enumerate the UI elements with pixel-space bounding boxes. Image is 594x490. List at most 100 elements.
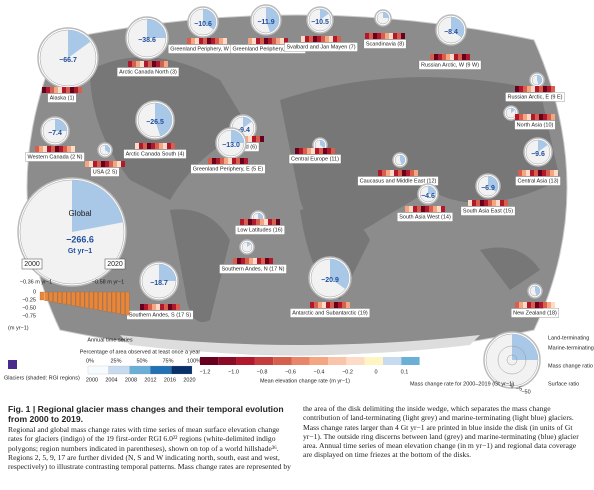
elevation-tick: −1.0 <box>228 369 239 375</box>
disk-wedge <box>159 264 176 281</box>
disk-wedge <box>68 30 91 58</box>
frieze-cell <box>327 148 331 154</box>
frieze-cell <box>78 87 82 93</box>
frieze-cell <box>317 36 321 42</box>
global-rate-end: −0.58 m yr−1 <box>92 279 124 285</box>
disk-wedge <box>330 259 350 290</box>
elevation-title: Mean elevation change rate (m yr−1) <box>260 378 350 384</box>
frieze-cell <box>46 87 50 93</box>
frieze-cell <box>441 206 445 212</box>
elevation-swatch <box>401 357 420 365</box>
frieze-cell <box>121 161 125 167</box>
region-label: USA (2 S) <box>93 169 118 175</box>
frieze-cell <box>378 170 382 176</box>
frieze-cell <box>176 304 180 310</box>
frieze-cell <box>168 304 172 310</box>
glacier-legend: Glaciers (shaded: RGI regions) <box>4 375 80 381</box>
coverage-year: 2020 <box>183 377 195 383</box>
frieze-cell <box>535 114 539 120</box>
caption-title: Fig. 1 | Regional glacier mass changes a… <box>8 404 284 424</box>
coverage-year: 2000 <box>86 377 98 383</box>
mass-value: −8.4 <box>444 29 458 36</box>
region-label: Svalbard and Jan Mayen (7) <box>286 44 355 50</box>
series-bar <box>116 291 121 314</box>
frieze-cell <box>417 206 421 212</box>
frieze-cell <box>385 33 389 39</box>
frieze-cell <box>401 33 405 39</box>
region-label: Southern Andes, N (17 N) <box>222 266 285 272</box>
frieze-cell <box>89 161 93 167</box>
disk-wedge <box>55 119 67 131</box>
frieze-cell <box>212 158 216 164</box>
frieze-cell <box>240 158 244 164</box>
disk-legend-title: Mass change rate for 2000–2019 (Gt yr−1) <box>410 381 514 387</box>
disk-wedge <box>231 130 244 143</box>
frieze-cell <box>219 38 223 44</box>
frieze-cell <box>59 146 63 152</box>
region-label: Russian Arctic, W (9 W) <box>421 62 479 68</box>
frieze-cell <box>195 38 199 44</box>
frieze-cell <box>329 36 333 42</box>
frieze-cell <box>58 87 62 93</box>
frieze-cell <box>321 36 325 42</box>
coverage-year: 2012 <box>144 377 156 383</box>
label-box <box>460 206 516 216</box>
mass-value: −9.4 <box>236 127 250 134</box>
land <box>300 208 370 300</box>
mass-value: −7.4 <box>48 130 62 137</box>
region-label: Arctic Canada South (4) <box>126 151 185 157</box>
frieze-cell <box>156 304 160 310</box>
region-label: South Asia East (15) <box>463 208 513 214</box>
frieze-cell <box>256 136 260 142</box>
frieze-cell <box>43 146 47 152</box>
coverage-tick: 0% <box>86 358 94 364</box>
frieze-cell <box>128 61 132 67</box>
coverage-swatch <box>108 365 130 375</box>
label-box <box>363 39 407 49</box>
axis-label: −0.25 <box>22 297 36 303</box>
frieze-cell <box>311 148 315 154</box>
region-label: Central Europe (11) <box>291 156 339 162</box>
elevation-swatch <box>200 357 219 365</box>
frieze-cell <box>280 38 284 44</box>
coverage-tick: 50% <box>136 358 147 364</box>
region-label: South Asia West (14) <box>399 214 451 220</box>
frieze-cell <box>410 170 414 176</box>
label-box <box>116 67 180 77</box>
region-label: New Zealand (18) <box>513 310 557 316</box>
frieze-cell <box>307 148 311 154</box>
frieze-cell <box>143 143 147 149</box>
year-box <box>104 258 126 270</box>
frieze-cell <box>315 148 319 154</box>
mass-value: −38.6 <box>138 37 156 44</box>
frieze-cell <box>331 148 335 154</box>
elevation-tick: −0.6 <box>285 369 296 375</box>
label-box <box>25 152 85 162</box>
frieze-cell <box>472 200 476 206</box>
frieze-cell <box>211 38 215 44</box>
label-box <box>357 176 439 186</box>
frieze-cell <box>519 302 523 308</box>
frieze-cell <box>42 87 46 93</box>
frieze-cell <box>269 258 273 264</box>
frieze-cell <box>248 38 252 44</box>
region-label: Alaska (1) <box>50 95 75 101</box>
disk-wedge <box>535 286 541 296</box>
elevation-swatch <box>309 357 329 365</box>
label-box <box>47 93 77 103</box>
series-label: Annual time series <box>87 337 132 343</box>
frieze-cell <box>538 170 542 176</box>
frieze-cell <box>54 87 58 93</box>
disk-wedge <box>243 117 252 128</box>
frieze-cell <box>85 161 89 167</box>
frieze-cell <box>522 170 526 176</box>
frieze-cell <box>253 258 257 264</box>
elevation-swatch <box>236 357 255 365</box>
series-bar <box>111 291 116 313</box>
frieze-cell <box>405 206 409 212</box>
caption-left: Regional and global mass change rates wi… <box>8 425 291 472</box>
frieze-cell <box>515 302 519 308</box>
disk-wedge <box>147 19 166 38</box>
frieze-cell <box>139 143 143 149</box>
